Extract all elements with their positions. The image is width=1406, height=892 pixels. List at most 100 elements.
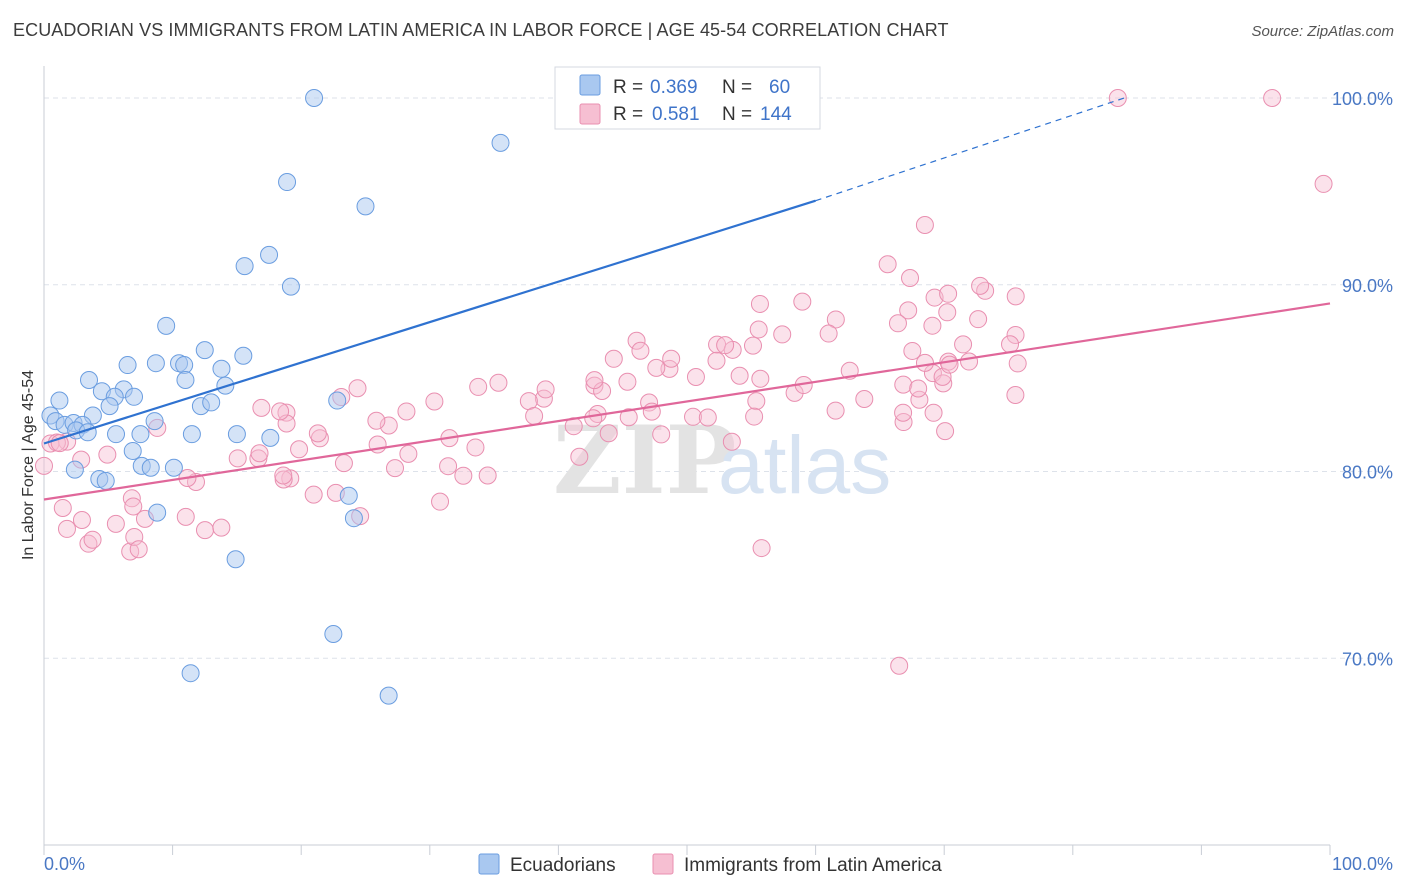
pink-point xyxy=(585,371,604,390)
blue-point xyxy=(324,624,343,643)
pink-point xyxy=(745,407,764,426)
blue-point xyxy=(226,550,245,569)
y-tick-label: 70.0% xyxy=(1342,649,1393,669)
pink-point xyxy=(773,325,792,344)
pink-point xyxy=(878,255,897,274)
source-credit: Source: ZipAtlas.com xyxy=(1251,23,1394,40)
pink-trendline xyxy=(43,302,1331,501)
blue-point xyxy=(379,686,398,705)
pink-point xyxy=(686,368,705,387)
blue-point xyxy=(50,391,69,410)
pink-point xyxy=(716,336,735,355)
blue-point xyxy=(123,441,142,460)
blue-point xyxy=(148,503,167,522)
pink-point xyxy=(890,656,909,675)
y-tick-label: 90.0% xyxy=(1342,276,1393,296)
pink-point xyxy=(277,403,296,422)
pink-point xyxy=(934,374,953,393)
pink-point xyxy=(124,497,143,516)
pink-point xyxy=(826,401,845,420)
blue-point xyxy=(131,425,150,444)
blue-point xyxy=(260,245,279,264)
pink-point xyxy=(98,445,117,464)
pink-point xyxy=(939,284,958,303)
pink-point xyxy=(1001,335,1020,354)
blue-point xyxy=(176,371,195,389)
blue-point xyxy=(227,425,246,444)
pink-point xyxy=(334,454,353,473)
pink-point xyxy=(212,518,231,537)
pink-point xyxy=(627,331,646,350)
legend-n-label-2: N = xyxy=(722,104,752,125)
pink-point xyxy=(915,216,934,234)
pink-point xyxy=(425,392,444,411)
y-tick-label: 80.0% xyxy=(1342,463,1393,483)
blue-point xyxy=(118,356,137,375)
pink-point xyxy=(1006,385,1025,404)
blue-point xyxy=(339,486,358,505)
pink-point xyxy=(454,466,473,485)
blue-point xyxy=(107,425,126,444)
blue-points-layer xyxy=(41,89,819,705)
pink-point xyxy=(534,389,553,408)
pink-point xyxy=(53,498,72,517)
legend-r-label-1: R = xyxy=(613,77,643,98)
blue-trendline xyxy=(43,199,816,445)
bottom-legend-swatch-pink xyxy=(652,853,674,875)
pink-point xyxy=(909,379,928,398)
y-tick-label: 100.0% xyxy=(1332,89,1393,109)
pink-point xyxy=(478,466,497,485)
trendlines-layer xyxy=(43,97,1331,501)
pink-point xyxy=(466,438,485,457)
pink-point xyxy=(271,402,290,421)
pink-point xyxy=(72,511,91,530)
blue-trendline-extension xyxy=(815,97,1125,202)
pink-point xyxy=(969,310,988,329)
blue-point xyxy=(328,391,347,410)
pink-point xyxy=(228,449,247,468)
pink-point xyxy=(1006,287,1025,306)
legend-n-value-1: 60 xyxy=(769,77,790,98)
legend-n-label-1: N = xyxy=(722,77,752,98)
pink-point xyxy=(274,466,293,485)
pink-point xyxy=(618,372,637,391)
pink-point xyxy=(469,377,488,396)
pink-point xyxy=(652,425,671,444)
blue-point xyxy=(65,460,84,479)
pink-point xyxy=(976,281,995,300)
pink-point xyxy=(647,358,666,377)
pink-point xyxy=(35,456,53,475)
blue-point xyxy=(202,393,221,412)
pink-point xyxy=(348,379,367,398)
blue-point xyxy=(164,458,183,477)
pink-points-layer xyxy=(35,89,1333,675)
y-axis-label: In Labor Force | Age 45-54 xyxy=(20,370,37,560)
pink-point xyxy=(894,403,913,422)
blue-point xyxy=(356,197,375,216)
pink-point xyxy=(901,269,920,288)
legend-r-value-2: 0.581 xyxy=(652,104,700,125)
pink-point xyxy=(584,409,603,428)
pink-point xyxy=(125,527,144,546)
blue-point xyxy=(175,356,194,375)
blue-point xyxy=(182,425,201,444)
blue-point xyxy=(146,354,165,373)
blue-point xyxy=(278,173,297,192)
blue-point xyxy=(305,89,324,108)
x-tick-label: 100.0% xyxy=(1332,854,1393,874)
pink-point xyxy=(176,507,195,526)
pink-point xyxy=(936,422,955,441)
pink-point xyxy=(903,341,922,360)
blue-point xyxy=(234,346,253,365)
blue-point xyxy=(80,371,99,389)
bottom-legend-label-2: Immigrants from Latin America xyxy=(684,855,942,876)
pink-point xyxy=(489,373,508,392)
pink-point xyxy=(730,366,749,385)
blue-point xyxy=(261,428,280,447)
pink-point xyxy=(752,539,771,558)
pink-point xyxy=(954,335,973,354)
pink-point xyxy=(747,392,766,411)
blue-point xyxy=(100,397,119,416)
series-legend: Ecuadorians Immigrants from Latin Americ… xyxy=(478,853,942,876)
